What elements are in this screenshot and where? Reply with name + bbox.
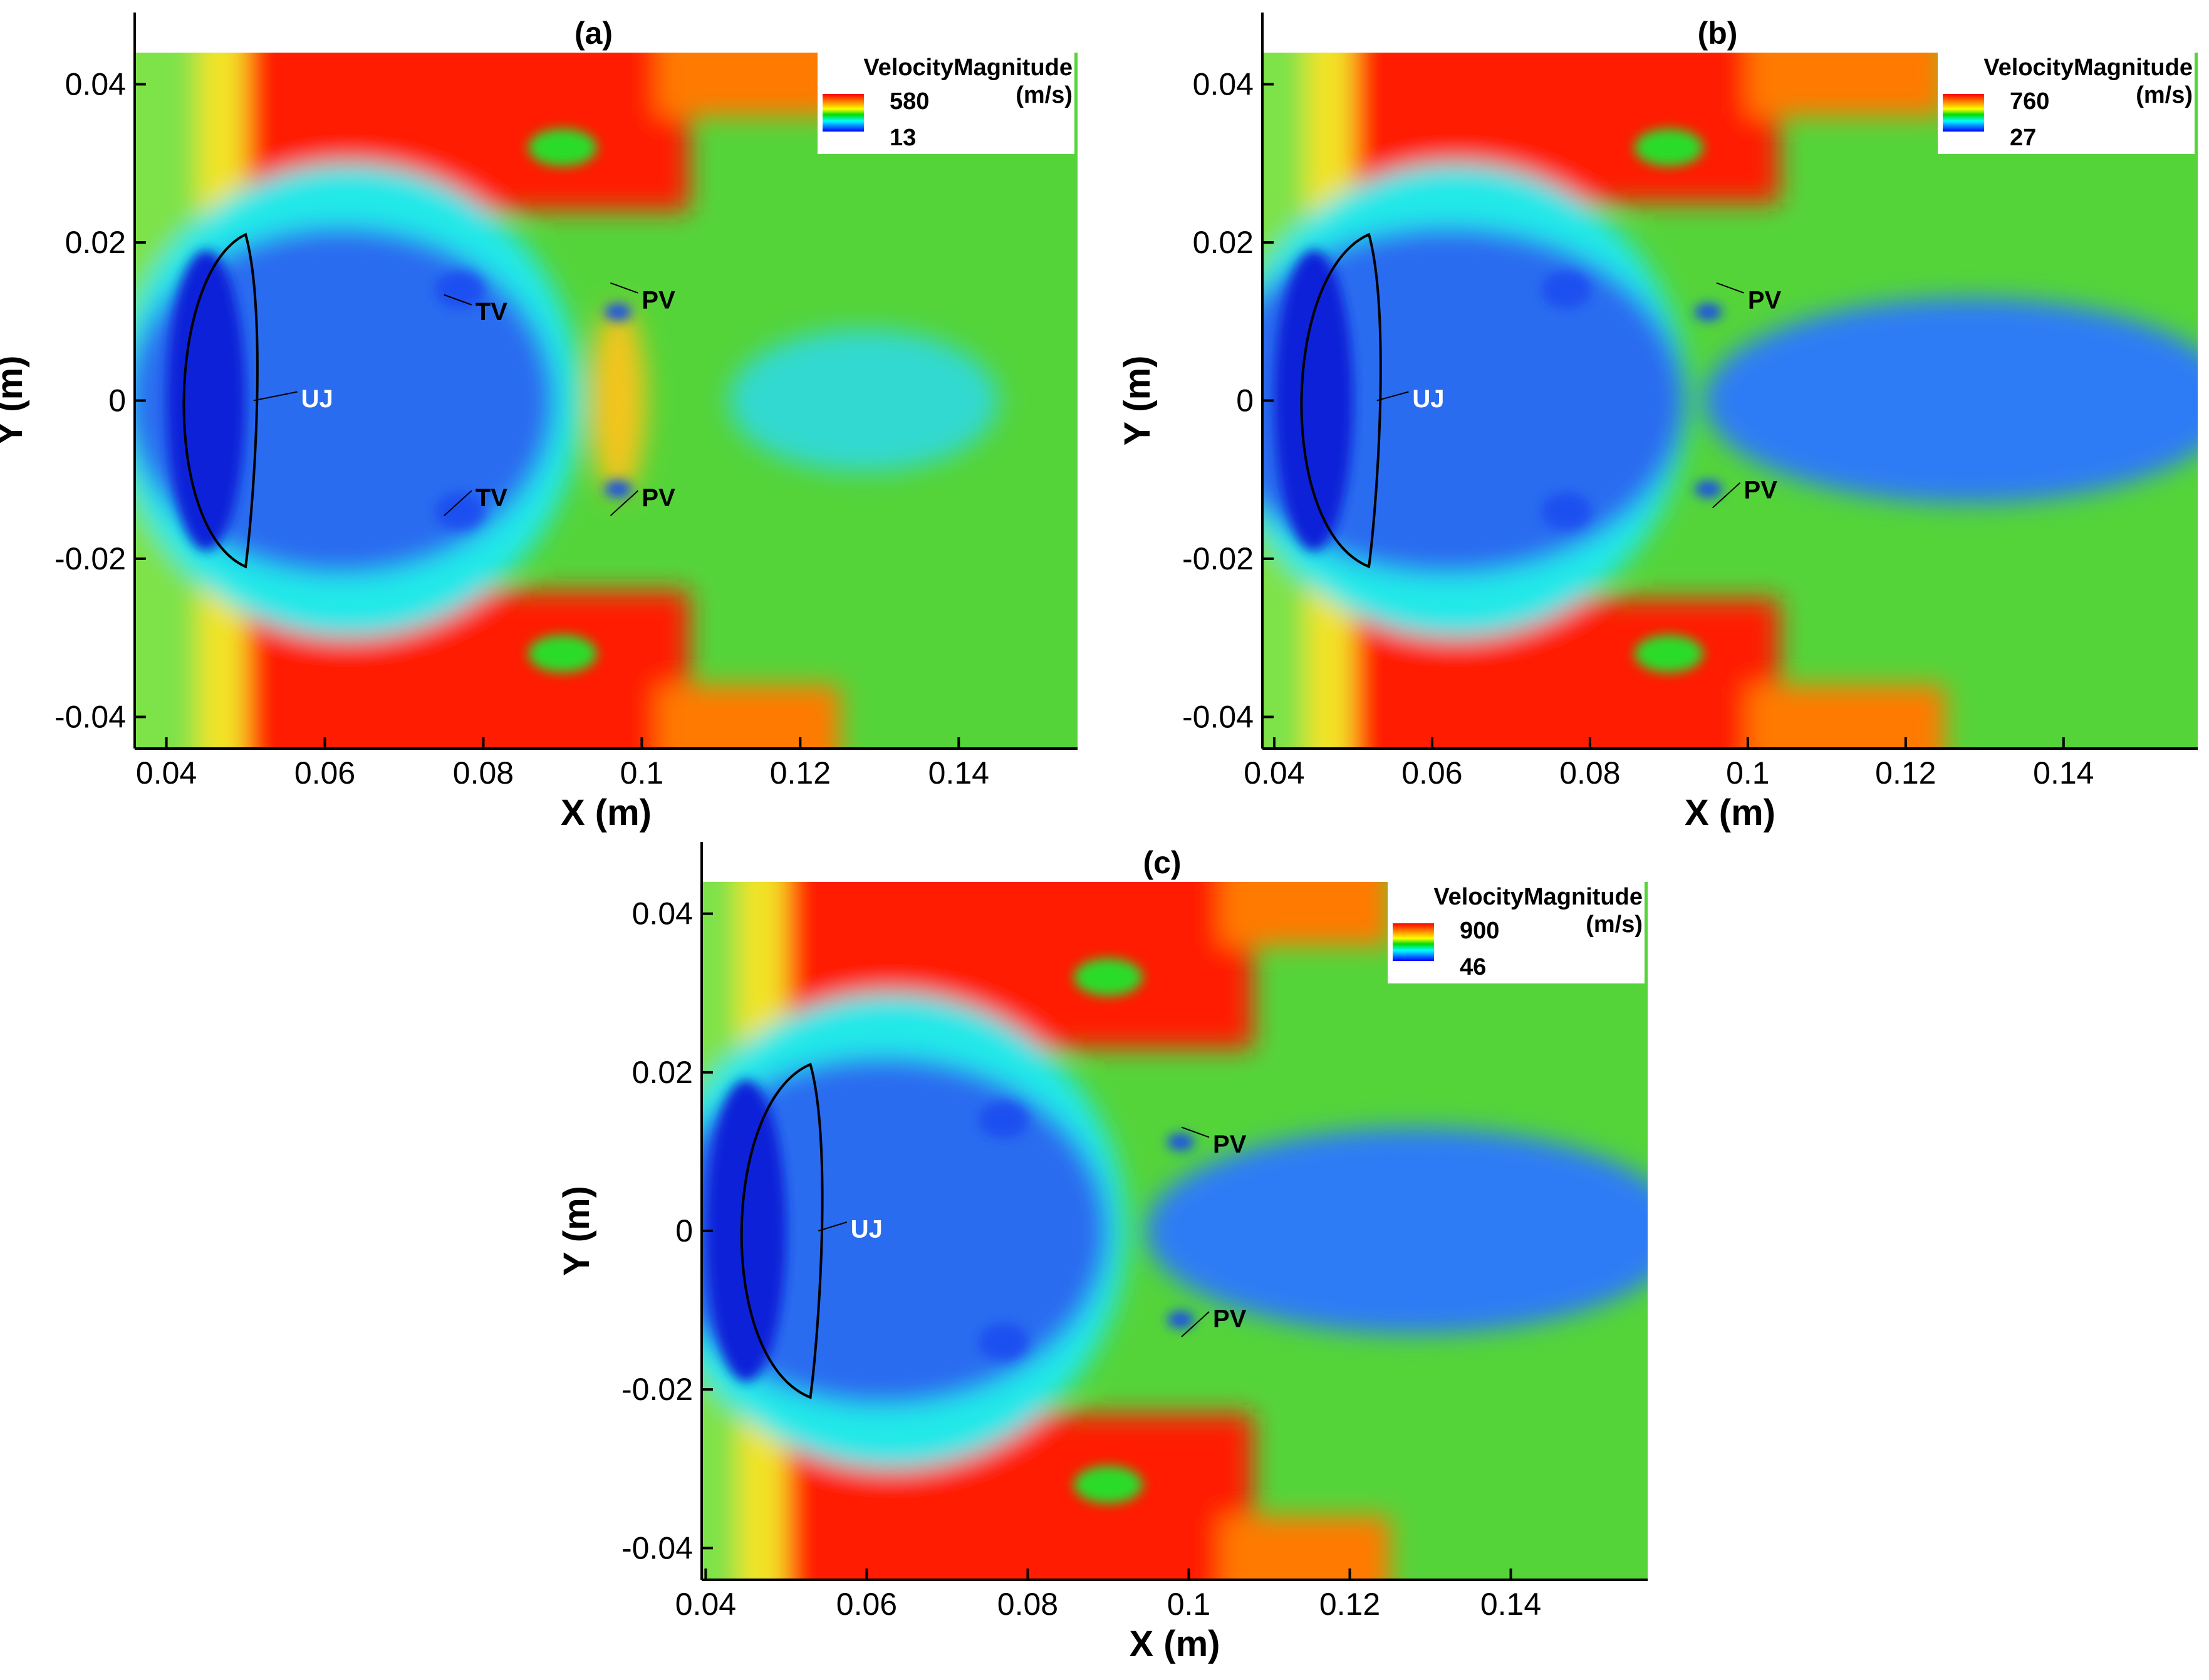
y-tick-label: -0.02 <box>621 1372 693 1407</box>
x-tick-label: 0.08 <box>997 1587 1058 1622</box>
legend-unit: (m/s) <box>1016 82 1073 108</box>
jet-boundary-outline <box>740 1062 824 1399</box>
y-tick-label: 0.04 <box>632 896 693 931</box>
colorbar-legend: VelocityMagnitude(m/s) 900 46 <box>1388 882 1645 983</box>
x-tick-label: 0.08 <box>1559 755 1620 791</box>
x-tick-label: 0.14 <box>1480 1587 1541 1622</box>
colorbar-min-label: 46 <box>1460 954 1486 980</box>
y-axis-title: Y (m) <box>0 356 30 446</box>
y-tick-label: -0.04 <box>621 1530 693 1565</box>
x-axis-title: X (m) <box>1685 792 1775 833</box>
x-tick-label: 0.1 <box>620 755 664 791</box>
legend-unit: (m/s) <box>2136 82 2193 108</box>
x-tick-label: 0.04 <box>675 1587 736 1622</box>
y-tick-label: 0 <box>108 383 126 418</box>
legend-unit: (m/s) <box>1586 911 1643 938</box>
x-tick-label: 0.14 <box>928 755 989 791</box>
contour-field <box>135 53 1078 749</box>
panel-title: (a) <box>574 16 613 51</box>
contour-field <box>702 882 1648 1580</box>
x-tick-label: 0.06 <box>836 1587 897 1622</box>
annotation-leader <box>1376 391 1409 402</box>
annotation-label: UJ <box>1412 385 1444 413</box>
legend-title: VelocityMagnitude <box>863 54 1073 81</box>
panel-c: 0.04 0.06 0.08 0.1 0.12 0.14 0.04 0.02 0 -0.02 -0.… <box>556 842 1648 1664</box>
colorbar-min-label: 27 <box>2010 125 2036 151</box>
colorbar-max-label: 760 <box>2010 88 2049 115</box>
x-tick-label: 0.14 <box>2033 755 2094 791</box>
colorbar-max-label: 580 <box>890 88 929 115</box>
annotation-label: PV <box>1213 1305 1247 1333</box>
annotation-label: PV <box>1213 1131 1247 1158</box>
x-tick-label: 0.1 <box>1726 755 1770 791</box>
y-tick-label: 0.04 <box>65 67 126 102</box>
colorbar-gradient <box>1943 94 1984 132</box>
x-tick-label: 0.06 <box>294 755 355 791</box>
annotation-leader <box>1712 482 1741 509</box>
annotation-leader <box>253 391 298 402</box>
annotation-label: UJ <box>301 385 333 413</box>
x-tick-label: 0.12 <box>1319 1587 1380 1622</box>
annotation-label: PV <box>1744 476 1778 504</box>
annotation-leader <box>1181 1311 1210 1337</box>
annotation-leader <box>444 294 472 306</box>
annotation-leader <box>1181 1126 1210 1138</box>
panel-title: (b) <box>1698 16 1738 51</box>
annotation-label: TV <box>476 484 507 512</box>
y-tick-label: 0 <box>675 1213 693 1248</box>
y-tick-label: -0.02 <box>55 541 126 576</box>
legend-title: VelocityMagnitude <box>1983 54 2193 81</box>
annotation-leader <box>610 282 638 294</box>
annotation-leader <box>818 1221 848 1231</box>
x-tick-label: 0.06 <box>1401 755 1462 791</box>
annotation-label: PV <box>1748 286 1782 314</box>
panel-a: 0.04 0.06 0.08 0.1 0.12 0.14 0.04 0.02 0 -0.02 -0.… <box>0 13 1078 833</box>
y-tick-label: -0.04 <box>55 700 126 735</box>
colorbar-max-label: 900 <box>1460 918 1499 944</box>
annotation-leader <box>610 490 639 517</box>
x-tick-label: 0.04 <box>136 755 197 791</box>
annotation-label: UJ <box>851 1216 883 1243</box>
colorbar-legend: VelocityMagnitude(m/s) 760 27 <box>1938 53 2195 154</box>
panel-b: 0.04 0.06 0.08 0.1 0.12 0.14 0.04 0.02 0 -0.02 -0.… <box>1117 13 2198 833</box>
y-tick-label: 0 <box>1236 383 1254 418</box>
contour-field <box>1262 53 2198 749</box>
jet-boundary-outline <box>1300 232 1382 569</box>
x-tick-label: 0.12 <box>1875 755 1936 791</box>
x-tick-label: 0.12 <box>770 755 831 791</box>
colorbar-gradient <box>823 94 864 132</box>
x-axis-title: X (m) <box>1130 1624 1220 1664</box>
panel-title: (c) <box>1143 845 1181 880</box>
y-tick-label: 0.02 <box>1193 225 1254 260</box>
x-axis-title: X (m) <box>561 792 652 833</box>
y-axis-title: Y (m) <box>556 1186 597 1276</box>
annotation-label: PV <box>642 484 675 512</box>
legend-title: VelocityMagnitude <box>1433 884 1643 910</box>
annotation-leader <box>444 490 472 517</box>
y-tick-label: -0.04 <box>1182 700 1254 735</box>
annotation-label: PV <box>642 286 675 314</box>
x-tick-label: 0.08 <box>453 755 514 791</box>
annotation-label: TV <box>476 298 507 326</box>
x-tick-label: 0.1 <box>1167 1587 1211 1622</box>
y-axis-title: Y (m) <box>1117 356 1158 446</box>
colorbar-gradient <box>1393 923 1434 961</box>
x-tick-label: 0.04 <box>1244 755 1304 791</box>
y-tick-label: 0.02 <box>632 1055 693 1090</box>
jet-boundary-outline <box>182 232 259 569</box>
annotation-leader <box>1716 282 1745 294</box>
y-tick-label: -0.02 <box>1182 541 1254 576</box>
colorbar-legend: VelocityMagnitude(m/s) 580 13 <box>818 53 1074 154</box>
y-tick-label: 0.02 <box>65 225 126 260</box>
y-tick-label: 0.04 <box>1193 67 1254 102</box>
colorbar-min-label: 13 <box>890 125 916 151</box>
